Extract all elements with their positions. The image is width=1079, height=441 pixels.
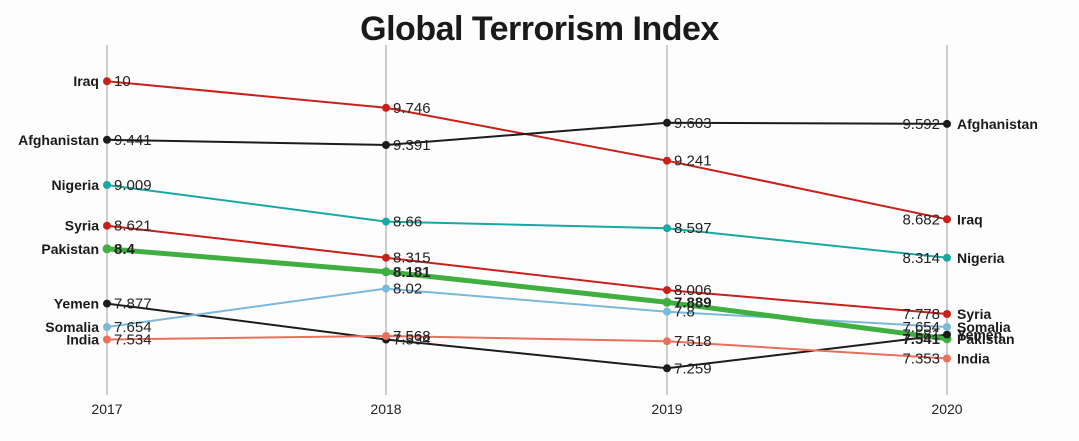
value-label-pakistan-2018: 8.181 — [393, 264, 431, 281]
point-somalia-2018 — [382, 284, 390, 293]
value-label-afghanistan-2018: 9.391 — [393, 137, 431, 154]
x-tick-label: 2018 — [370, 401, 401, 417]
point-somalia-2017 — [103, 323, 111, 331]
x-axis-ticks: 2017 2018 2019 2020 — [91, 401, 962, 417]
series-label-left-nigeria: Nigeria — [52, 177, 100, 193]
chart-title: Global Terrorism Index — [360, 10, 719, 48]
value-label-iraq-2018: 9.746 — [393, 100, 431, 117]
series-label-right-india: India — [957, 351, 990, 367]
point-pakistan-2019 — [662, 297, 672, 307]
value-label-india-2020: 7.353 — [902, 351, 940, 368]
value-label-somalia-2017: 7.654 — [114, 319, 152, 336]
point-syria-2018 — [382, 253, 390, 262]
x-tick-label: 2017 — [91, 401, 122, 417]
value-label-afghanistan-2020: 9.592 — [902, 116, 940, 133]
point-nigeria-2020 — [943, 253, 951, 262]
value-label-yemen-2019: 7.259 — [674, 360, 712, 377]
point-afghanistan-2019 — [663, 118, 671, 127]
point-yemen-2017 — [103, 299, 111, 308]
point-iraq-2019 — [663, 156, 671, 165]
value-label-somalia-2018: 8.02 — [393, 281, 422, 298]
value-label-syria-2019: 8.006 — [674, 282, 712, 299]
series-line-syria — [106, 224, 948, 315]
point-india-2019 — [663, 337, 671, 346]
point-iraq-2017 — [103, 77, 111, 86]
series-name-labels: Iraq Iraq Afghanistan Afghanistan Nigeria Nig… — [18, 73, 1038, 366]
value-labels: 10 9.746 9.241 8.682 9.441 9.391 9.603 9.592 9.0… — [114, 73, 940, 377]
point-afghanistan-2017 — [103, 135, 111, 144]
series-label-right-iraq: Iraq — [957, 211, 983, 227]
point-iraq-2018 — [382, 103, 390, 112]
value-label-yemen-2017: 7.877 — [114, 296, 152, 313]
value-label-pakistan-2017: 8.4 — [114, 241, 136, 258]
series-label-left-syria: Syria — [65, 218, 99, 234]
value-label-india-2018: 7.568 — [393, 328, 431, 345]
point-afghanistan-2020 — [943, 119, 951, 128]
point-somalia-2020 — [943, 323, 951, 331]
value-label-india-2017: 7.534 — [114, 332, 152, 349]
series-lines — [106, 80, 948, 370]
point-nigeria-2017 — [103, 181, 111, 189]
point-india-2017 — [103, 335, 111, 344]
point-pakistan-2018 — [381, 267, 391, 277]
point-syria-2020 — [943, 310, 951, 318]
series-label-left-afghanistan: Afghanistan — [18, 132, 99, 148]
value-label-nigeria-2018: 8.66 — [393, 214, 422, 231]
point-yemen-2020 — [943, 330, 951, 339]
point-afghanistan-2018 — [382, 141, 390, 149]
vertical-gridlines — [106, 45, 948, 395]
value-label-nigeria-2017: 9.009 — [114, 177, 152, 194]
series-line-yemen — [106, 302, 948, 370]
series-label-right-yemen: Yemen — [957, 327, 1002, 343]
point-syria-2017 — [103, 221, 111, 230]
value-label-yemen-2018: 7.534 — [393, 332, 431, 349]
value-label-iraq-2019: 9.241 — [674, 153, 712, 170]
series-label-right-pakistan: Pakistan — [957, 331, 1015, 347]
series-line-india — [106, 334, 948, 360]
series-line-afghanistan — [106, 121, 948, 147]
series-line-pakistan — [106, 246, 948, 342]
point-yemen-2019 — [663, 364, 671, 373]
series-line-iraq — [106, 80, 948, 221]
point-nigeria-2019 — [663, 224, 671, 233]
value-label-yemen-2020: 7.581 — [902, 327, 940, 344]
point-somalia-2019 — [663, 307, 671, 316]
point-nigeria-2018 — [382, 217, 390, 226]
x-tick-label: 2020 — [931, 401, 962, 417]
point-iraq-2020 — [943, 215, 951, 224]
point-india-2020 — [943, 354, 951, 363]
value-label-pakistan-2020: 7.541 — [902, 331, 940, 348]
value-label-syria-2018: 8.315 — [393, 250, 431, 267]
series-label-right-afghanistan: Afghanistan — [957, 116, 1038, 132]
series-label-left-pakistan: Pakistan — [41, 241, 99, 257]
series-label-right-nigeria: Nigeria — [957, 250, 1005, 266]
series-label-left-india: India — [66, 332, 99, 348]
series-label-left-iraq: Iraq — [73, 73, 99, 89]
series-label-right-syria: Syria — [957, 306, 991, 322]
value-label-syria-2017: 8.621 — [114, 218, 152, 235]
value-label-somalia-2020: 7.654 — [902, 319, 940, 336]
point-india-2018 — [382, 332, 390, 340]
value-label-afghanistan-2019: 9.603 — [674, 115, 712, 132]
series-points — [102, 77, 952, 373]
series-line-nigeria — [106, 184, 948, 259]
value-label-nigeria-2020: 8.314 — [902, 250, 940, 267]
x-tick-label: 2019 — [651, 401, 682, 417]
value-label-india-2019: 7.518 — [674, 333, 712, 350]
value-label-iraq-2020: 8.682 — [902, 211, 940, 228]
value-label-syria-2020: 7.778 — [902, 306, 940, 323]
value-label-somalia-2019: 7.8 — [674, 304, 695, 321]
series-label-right-somalia: Somalia — [957, 319, 1011, 335]
series-label-left-yemen: Yemen — [54, 296, 99, 312]
value-label-iraq-2017: 10 — [114, 73, 131, 90]
value-label-nigeria-2019: 8.597 — [674, 220, 712, 237]
value-label-afghanistan-2017: 9.441 — [114, 132, 152, 149]
series-label-left-somalia: Somalia — [45, 319, 99, 335]
point-pakistan-2017 — [102, 244, 112, 254]
point-syria-2019 — [663, 286, 671, 295]
value-label-pakistan-2019: 7.889 — [674, 294, 712, 311]
